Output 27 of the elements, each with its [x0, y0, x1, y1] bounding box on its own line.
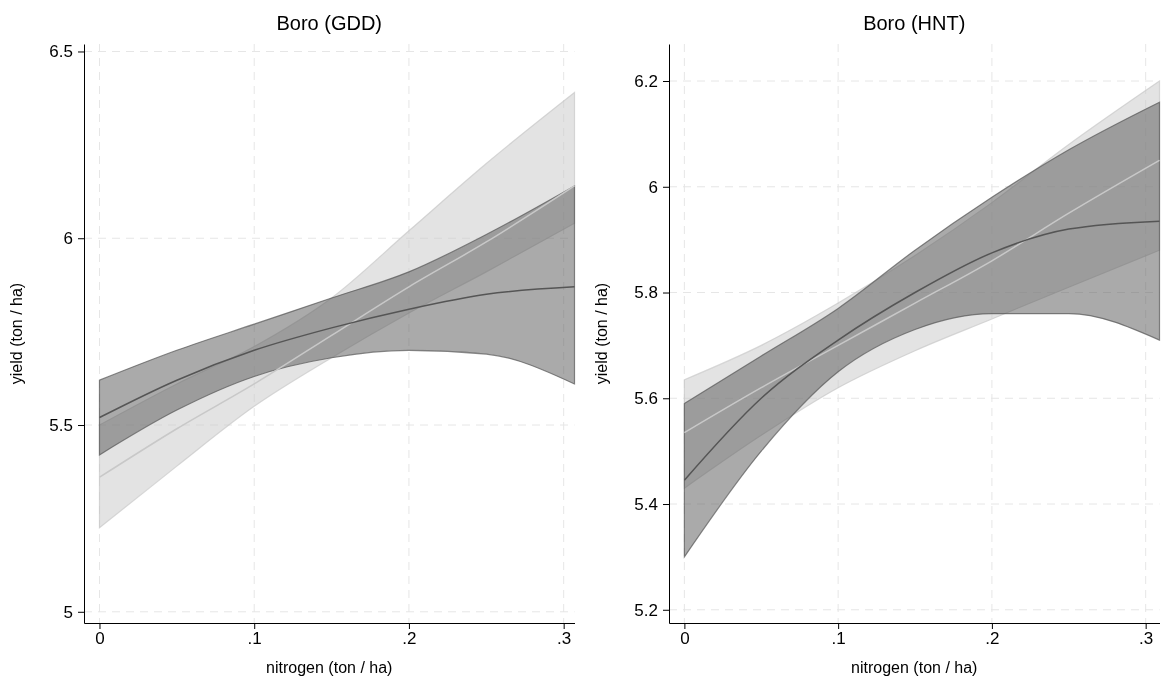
- x-axis-title: nitrogen (ton / ha): [266, 659, 393, 676]
- y-tick-label: 5.6: [633, 389, 658, 409]
- y-tick-label: 5.5: [49, 415, 73, 435]
- y-tick-label: 5: [63, 602, 73, 622]
- x-tick-label: 0: [95, 629, 105, 649]
- y-axis-title: yield (ton / ha): [592, 282, 610, 385]
- x-tick-label: .2: [984, 629, 999, 649]
- y-tick-label: 5.8: [633, 283, 658, 303]
- chart-title: Boro (HNT): [862, 12, 965, 34]
- y-tick-label: 6: [648, 177, 658, 197]
- x-tick-label: .2: [402, 629, 417, 649]
- chart-title: Boro (GDD): [276, 12, 383, 34]
- x-tick-label: .3: [557, 629, 572, 649]
- x-tick-label: .1: [831, 629, 846, 649]
- x-tick-label: 0: [679, 629, 690, 649]
- line-series: [683, 220, 1160, 481]
- y-tick-label: 5.4: [633, 494, 658, 514]
- line-series: [683, 159, 1160, 434]
- y-tick-label: 5.2: [633, 600, 658, 620]
- y-tick-label: 6: [63, 229, 73, 249]
- x-axis-title: nitrogen (ton / ha): [850, 659, 977, 676]
- y-tick-label: 6.5: [49, 42, 73, 62]
- y-axis-title: yield (ton / ha): [8, 282, 25, 385]
- line-series: [98, 286, 576, 419]
- y-tick-label: 6.2: [633, 71, 658, 91]
- x-tick-label: .3: [1138, 629, 1153, 649]
- x-tick-label: .1: [247, 629, 262, 649]
